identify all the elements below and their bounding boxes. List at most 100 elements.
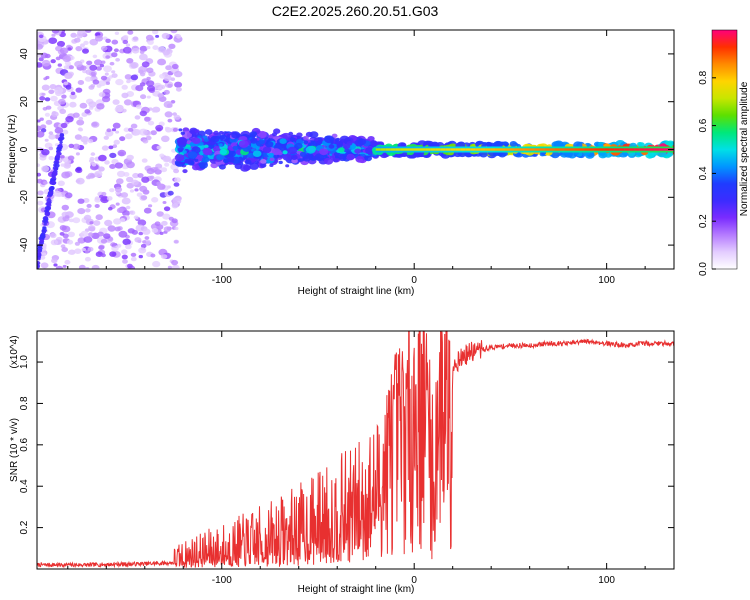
heatmap-cell: [163, 206, 171, 212]
heatmap-cell: [77, 127, 83, 132]
heatmap-line-core: [385, 148, 392, 151]
heatmap-cell: [226, 134, 231, 137]
heatmap-cell: [123, 99, 132, 106]
heatmap-cell: [164, 162, 170, 167]
heatmap-cell: [41, 149, 50, 156]
heatmap-line-core: [495, 148, 501, 151]
heatmap-cell: [174, 154, 185, 162]
heatmap-cell: [59, 108, 67, 114]
heatmap-cell: [37, 200, 44, 206]
heatmap-cell: [91, 163, 97, 167]
heatmap-cell: [146, 67, 154, 74]
heatmap-cell: [369, 140, 378, 147]
heatmap-cell: [83, 236, 93, 243]
heatmap-cell: [167, 190, 174, 196]
heatmap-cell: [160, 167, 168, 173]
heatmap-cell: [110, 242, 117, 247]
heatmap-cell: [94, 35, 104, 42]
snr-x-ticks: -100 0 100: [67, 331, 646, 586]
heatmap-cell: [103, 135, 110, 140]
heatmap-cell: [273, 154, 280, 159]
heatmap-cell: [55, 90, 63, 97]
heatmap-cell: [178, 128, 183, 132]
heatmap-cell: [132, 129, 142, 136]
heatmap-line-core: [604, 148, 610, 151]
heatmap-cell: [80, 230, 89, 237]
heatmap-cell: [122, 35, 129, 40]
heatmap-cell: [109, 188, 115, 193]
heatmap-cell: [61, 94, 67, 99]
heatmap-cell: [79, 102, 88, 109]
heatmap-cell: [98, 245, 105, 251]
heatmap-cell: [164, 111, 173, 118]
heatmap-cell: [103, 233, 111, 240]
heatmap-cell: [126, 79, 131, 84]
heatmap-cell: [150, 130, 157, 136]
heatmap-cell: [104, 160, 110, 165]
heatmap-cell: [479, 150, 488, 158]
heatmap-cell: [60, 163, 65, 167]
snr-y-tick-label: 0.2: [19, 520, 30, 534]
heatmap-cell: [141, 158, 148, 163]
heatmap-cell: [338, 147, 345, 153]
heatmap-cell: [105, 38, 111, 43]
heatmap-cell: [303, 135, 309, 141]
heatmap-cell: [100, 45, 108, 51]
heatmap-cell: [112, 99, 120, 105]
heatmap-cell: [204, 138, 209, 142]
heatmap-cell: [43, 181, 48, 185]
heatmap-cell: [260, 159, 267, 164]
heatmap-cell: [323, 157, 334, 165]
heatmap-cell: [184, 158, 191, 164]
snr-x-label: Height of straight line (km): [298, 584, 415, 595]
heatmap-cell: [163, 155, 172, 162]
heatmap-cell: [48, 89, 55, 95]
heatmap-cell: [192, 164, 200, 171]
heatmap-cell: [120, 192, 129, 198]
heatmap-cell: [50, 95, 58, 102]
heatmap-cell: [78, 264, 86, 269]
heatmap-cell: [121, 254, 128, 260]
heatmap-cell: [173, 168, 180, 174]
heatmap-cell: [45, 105, 52, 110]
heatmap-cell: [89, 221, 94, 225]
snr-y-tick-label: 0.4: [19, 479, 30, 493]
heatmap-cell: [231, 131, 241, 139]
heatmap-cell: [131, 47, 140, 54]
heatmap-cell: [57, 193, 62, 198]
heatmap-cell: [94, 59, 103, 66]
heatmap-cell: [74, 134, 82, 140]
heatmap-cell: [123, 127, 130, 133]
heatmap-cell: [90, 152, 96, 156]
heatmap-cell: [104, 130, 114, 137]
heatmap-cell: [65, 85, 72, 90]
heatmap-cell: [116, 170, 126, 178]
heatmap-cell: [124, 74, 132, 80]
heatmap-cell: [319, 148, 329, 156]
heatmap-cell: [287, 146, 298, 155]
snr-y-tick-label: 1.0: [19, 355, 30, 369]
heatmap-cell: [59, 47, 69, 55]
heatmap-cell: [86, 203, 92, 208]
heatmap-cell: [37, 178, 43, 184]
heatmap-cell: [213, 130, 219, 136]
colorbar-gradient: [711, 29, 738, 270]
heatmap-cell: [62, 264, 67, 268]
heatmap-cell: [37, 249, 42, 253]
snr-series-line: [37, 331, 674, 569]
heatmap-cell: [67, 47, 72, 51]
heatmap-cell: [194, 158, 199, 162]
colorbar-tick-label: 0.8: [698, 70, 709, 84]
heatmap-y-tick-label: 0: [19, 146, 30, 152]
heatmap-cell: [116, 207, 124, 213]
heatmap-cell: [354, 148, 362, 154]
heatmap-line-core: [465, 148, 471, 151]
heatmap-cell: [84, 256, 91, 262]
heatmap-cell: [69, 101, 77, 108]
heatmap-cell: [144, 116, 151, 122]
heatmap-cell: [122, 39, 129, 45]
heatmap-cell: [182, 169, 188, 174]
heatmap-cell: [53, 263, 58, 267]
heatmap-cell: [39, 96, 46, 101]
heatmap-cell: [218, 143, 223, 147]
